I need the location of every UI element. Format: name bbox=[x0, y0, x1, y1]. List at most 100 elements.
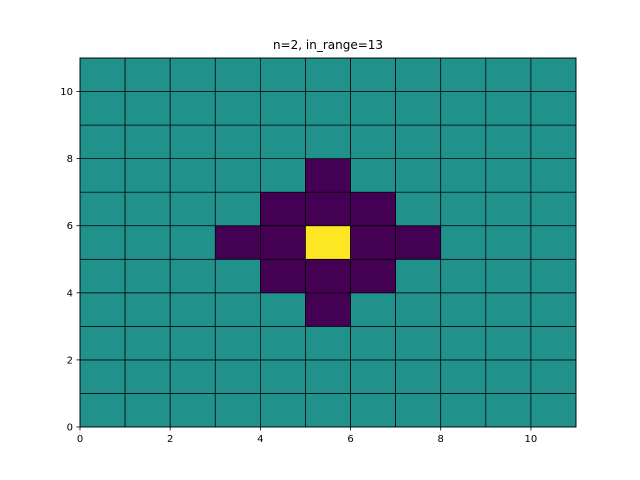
in-range-cell bbox=[214, 225, 261, 260]
cell bbox=[440, 292, 487, 327]
cell bbox=[485, 292, 532, 327]
cell bbox=[169, 292, 216, 327]
cell bbox=[124, 191, 171, 227]
cell bbox=[169, 225, 216, 260]
cell bbox=[395, 124, 442, 159]
cell bbox=[124, 258, 171, 294]
cell bbox=[530, 393, 577, 428]
cell bbox=[214, 326, 261, 361]
in-range-cell bbox=[305, 191, 351, 227]
cell bbox=[124, 359, 171, 394]
plot-frame bbox=[79, 57, 577, 428]
x-tick-label: 2 bbox=[167, 434, 173, 445]
cell bbox=[124, 393, 171, 428]
in-range-cell bbox=[350, 191, 396, 227]
cell bbox=[124, 158, 171, 193]
cell bbox=[214, 57, 261, 92]
cell bbox=[260, 57, 306, 92]
cell bbox=[530, 91, 577, 126]
cell bbox=[530, 225, 577, 260]
cell bbox=[169, 57, 216, 92]
y-tick-label: 4 bbox=[67, 288, 73, 299]
cell bbox=[485, 393, 532, 428]
cell bbox=[260, 326, 306, 361]
cell bbox=[530, 57, 577, 92]
cell bbox=[214, 158, 261, 193]
cell bbox=[305, 359, 351, 394]
cell bbox=[169, 326, 216, 361]
y-tick-label: 2 bbox=[67, 355, 73, 366]
cell bbox=[395, 57, 442, 92]
cell bbox=[79, 393, 126, 428]
cell bbox=[350, 158, 396, 193]
cell bbox=[169, 258, 216, 294]
cell bbox=[485, 57, 532, 92]
in-range-cell bbox=[260, 191, 306, 227]
cell bbox=[440, 393, 487, 428]
cell bbox=[395, 191, 442, 227]
center-cell bbox=[305, 225, 351, 260]
cell bbox=[350, 292, 396, 327]
cell bbox=[395, 158, 442, 193]
x-tick-label: 10 bbox=[525, 434, 538, 445]
in-range-cell bbox=[350, 225, 396, 260]
cell bbox=[79, 225, 126, 260]
cell bbox=[530, 326, 577, 361]
cell bbox=[440, 258, 487, 294]
cell bbox=[260, 91, 306, 126]
cell bbox=[395, 292, 442, 327]
cell bbox=[169, 158, 216, 193]
cell bbox=[124, 292, 171, 327]
chart-title: n=2, in_range=13 bbox=[273, 38, 383, 52]
cell bbox=[260, 124, 306, 159]
cell bbox=[485, 91, 532, 126]
cell bbox=[485, 359, 532, 394]
cell bbox=[169, 91, 216, 126]
cell bbox=[79, 326, 126, 361]
cell bbox=[124, 57, 171, 92]
in-range-cell bbox=[305, 292, 351, 327]
in-range-cell bbox=[260, 225, 306, 260]
cell bbox=[169, 124, 216, 159]
x-tick-label: 4 bbox=[257, 434, 263, 445]
in-range-cell bbox=[305, 258, 351, 294]
cell bbox=[214, 91, 261, 126]
y-tick-label: 10 bbox=[60, 87, 73, 98]
cell bbox=[305, 124, 351, 159]
cell bbox=[124, 326, 171, 361]
cell bbox=[485, 124, 532, 159]
y-tick-label: 8 bbox=[67, 154, 73, 165]
cell bbox=[440, 57, 487, 92]
cell bbox=[79, 124, 126, 159]
cell bbox=[214, 393, 261, 428]
plot-area bbox=[79, 57, 577, 428]
y-axis: 0 2 4 6 8 10 bbox=[60, 87, 80, 434]
cell bbox=[485, 225, 532, 260]
in-range-cell bbox=[395, 225, 442, 260]
cell bbox=[79, 191, 126, 227]
cell bbox=[350, 326, 396, 361]
cell bbox=[485, 258, 532, 294]
cell bbox=[485, 191, 532, 227]
cell bbox=[350, 124, 396, 159]
cell bbox=[530, 292, 577, 327]
cell bbox=[440, 225, 487, 260]
cell bbox=[124, 124, 171, 159]
cell bbox=[79, 158, 126, 193]
cell bbox=[305, 57, 351, 92]
x-axis: 0 2 4 6 8 10 bbox=[77, 427, 537, 445]
cell bbox=[440, 124, 487, 159]
y-tick-label: 6 bbox=[67, 221, 73, 232]
cell bbox=[530, 359, 577, 394]
cell bbox=[214, 191, 261, 227]
cell bbox=[440, 326, 487, 361]
cell bbox=[305, 393, 351, 428]
cell bbox=[395, 359, 442, 394]
in-range-cell bbox=[260, 258, 306, 294]
cell bbox=[350, 359, 396, 394]
x-tick-label: 0 bbox=[77, 434, 83, 445]
cell bbox=[79, 91, 126, 126]
in-range-cell bbox=[350, 258, 396, 294]
cell bbox=[350, 393, 396, 428]
